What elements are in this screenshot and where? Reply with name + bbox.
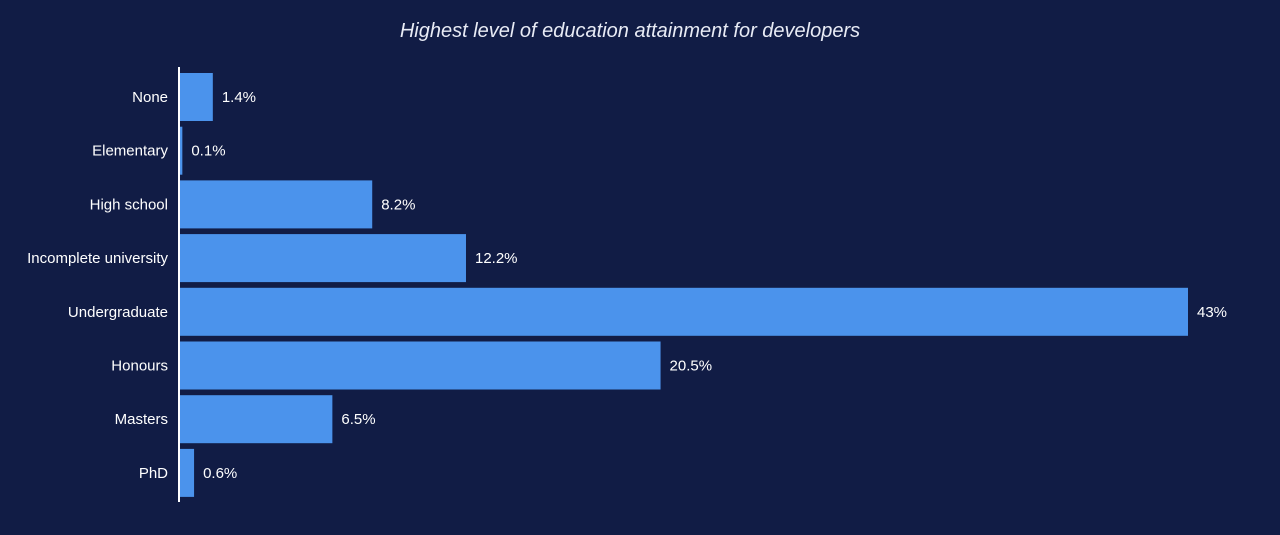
category-label: Undergraduate: [68, 304, 168, 321]
category-label: Incomplete university: [27, 250, 168, 267]
bar-undergraduate: [180, 287, 1188, 336]
data-label: 8.2%: [381, 196, 415, 213]
data-label: 0.6%: [203, 465, 237, 482]
bar-incomplete-university: [180, 234, 466, 283]
chart-title: Highest level of education attainment fo…: [399, 20, 861, 42]
labels-layer: None 1.4% Elementary 0.1% High school 8.2% Inc…: [27, 89, 1227, 482]
bar-high-school: [180, 180, 373, 229]
category-label: None: [132, 89, 168, 106]
bar-phd: [180, 448, 195, 497]
bar-masters: [180, 395, 333, 444]
data-label: 0.1%: [191, 143, 225, 160]
category-label: PhD: [139, 465, 168, 482]
bar-elementary: [180, 126, 183, 175]
category-label: Honours: [111, 358, 168, 375]
category-label: Masters: [115, 411, 168, 428]
data-label: 6.5%: [341, 411, 375, 428]
bar-honours: [180, 341, 661, 390]
category-label: Elementary: [92, 143, 168, 160]
bars-layer: [180, 73, 1188, 497]
data-label: 1.4%: [222, 89, 256, 106]
category-label: High school: [90, 196, 168, 213]
data-label: 12.2%: [475, 250, 518, 267]
data-label: 20.5%: [670, 358, 713, 375]
data-label: 43%: [1197, 304, 1227, 321]
bar-none: [180, 73, 213, 121]
